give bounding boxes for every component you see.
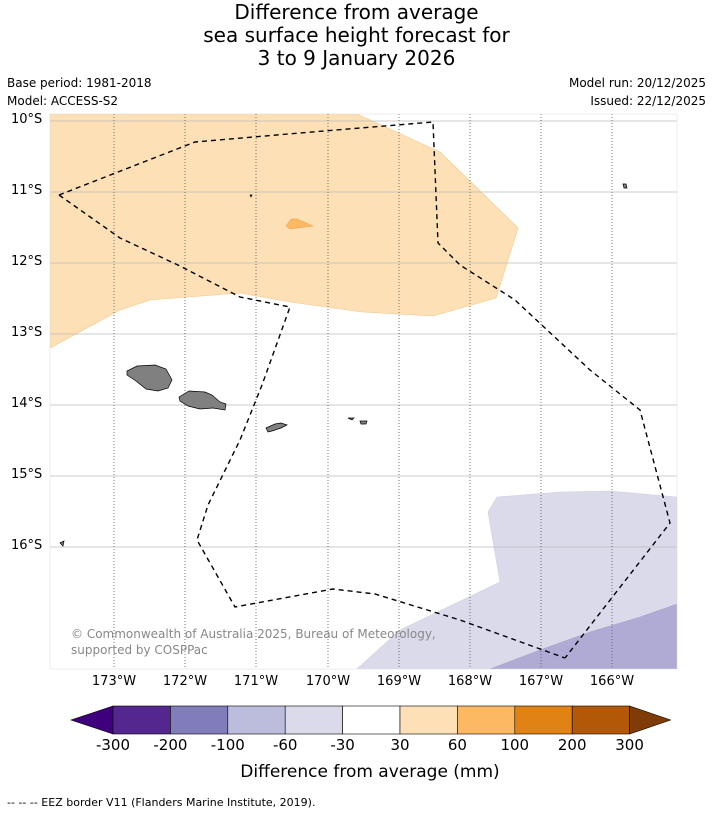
lat-tick-label: 11°S bbox=[11, 183, 43, 198]
lon-tick-label: 168°W bbox=[447, 674, 493, 689]
colorbar bbox=[70, 705, 672, 735]
anomaly-region-30-60 bbox=[50, 114, 519, 349]
colorbar-segment bbox=[342, 705, 401, 735]
lat-tick-label: 15°S bbox=[11, 467, 43, 482]
colorbar-segment bbox=[457, 705, 516, 735]
samoa-islands bbox=[59, 183, 628, 547]
title-line-1: Difference from average bbox=[234, 0, 479, 24]
colorbar-tick-label: -100 bbox=[210, 736, 245, 754]
eez-border-west bbox=[58, 194, 566, 659]
lat-tick-label: 16°S bbox=[11, 538, 43, 553]
colorbar-segment bbox=[170, 705, 229, 735]
upolu-island bbox=[178, 390, 227, 411]
lat-tick-label: 14°S bbox=[11, 396, 43, 411]
eez-borders bbox=[58, 121, 671, 659]
lat-tick-label: 10°S bbox=[11, 112, 43, 127]
lat-tick-label: 12°S bbox=[11, 254, 43, 269]
colorbar-tick-label: -200 bbox=[153, 736, 188, 754]
lon-tick-label: 166°W bbox=[589, 674, 635, 689]
eez-legend: -- -- -- EEZ border V11 (Flanders Marine… bbox=[7, 796, 316, 809]
manua-islands bbox=[347, 417, 368, 425]
islet-b bbox=[622, 183, 628, 189]
anomaly-region-minus30-minus60 bbox=[356, 490, 677, 669]
lon-tick-label: 173°W bbox=[91, 674, 137, 689]
colorbar-tick-label: 200 bbox=[557, 736, 587, 754]
copyright-notice: © Commonwealth of Australia 2025, Bureau… bbox=[71, 627, 436, 657]
eez-border-north bbox=[58, 121, 671, 659]
lon-tick-label: 167°W bbox=[518, 674, 564, 689]
title-line-2: sea surface height forecast for bbox=[203, 23, 510, 47]
anomaly-region-60-100 bbox=[285, 218, 314, 230]
colorbar-tick-label: 300 bbox=[615, 736, 644, 754]
issued-date: Issued: 22/12/2025 bbox=[590, 94, 706, 108]
latitude-gridlines bbox=[50, 120, 677, 548]
islet-c bbox=[59, 540, 65, 547]
colorbar-tick-label: -300 bbox=[95, 736, 131, 754]
longitude-gridlines bbox=[113, 114, 613, 669]
title-line-3: 3 to 9 January 2026 bbox=[257, 46, 456, 70]
tutuila-island bbox=[265, 422, 288, 433]
colorbar-segment bbox=[514, 705, 573, 735]
lon-tick-label: 169°W bbox=[376, 674, 422, 689]
savaii-island bbox=[126, 364, 173, 392]
model-run: Model run: 20/12/2025 bbox=[568, 76, 706, 90]
colorbar-segment bbox=[399, 705, 458, 735]
anomaly-region-minus60-minus100 bbox=[489, 603, 677, 669]
colorbar-title: Difference from average (mm) bbox=[240, 762, 500, 782]
colorbar-tick-label: -30 bbox=[330, 736, 355, 754]
colorbar-extend-min bbox=[70, 705, 114, 735]
colorbar-tick-label: -60 bbox=[272, 736, 298, 754]
base-period: Base period: 1981-2018 bbox=[7, 76, 152, 90]
colorbar-segment bbox=[227, 705, 286, 735]
lat-tick-label: 13°S bbox=[11, 325, 43, 340]
colorbar-segment bbox=[571, 705, 630, 735]
model-name: Model: ACCESS-S2 bbox=[7, 94, 119, 108]
lon-tick-label: 171°W bbox=[233, 674, 279, 689]
colorbar-tick-label: 30 bbox=[390, 736, 410, 754]
colorbar-tick-label: 60 bbox=[447, 736, 467, 754]
colorbar-extend-max bbox=[629, 705, 672, 735]
sea-surface-height-map bbox=[49, 113, 678, 670]
lon-tick-label: 170°W bbox=[305, 674, 351, 689]
islet-a bbox=[249, 194, 253, 198]
colorbar-segment bbox=[112, 705, 171, 735]
colorbar-tick-label: 100 bbox=[500, 736, 530, 754]
lon-tick-label: 172°W bbox=[162, 674, 208, 689]
colorbar-segment bbox=[284, 705, 343, 735]
